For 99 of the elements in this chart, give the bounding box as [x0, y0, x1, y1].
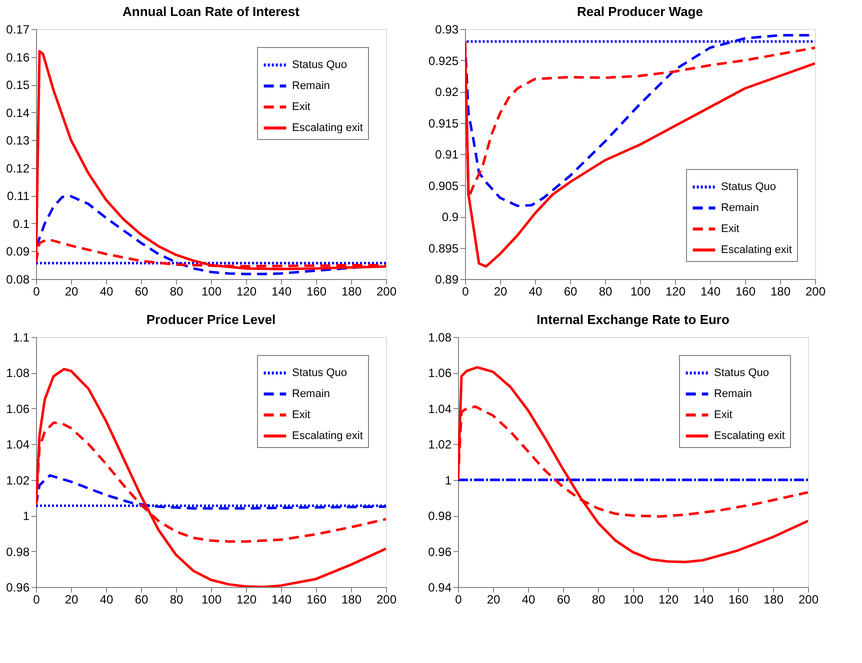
x-tick-label: 80 [598, 284, 612, 298]
y-tick-label: 1.06 [428, 366, 452, 380]
y-tick-label: 0.89 [435, 272, 459, 286]
x-tick-label: 20 [64, 592, 78, 606]
x-tick-label: 60 [134, 284, 148, 298]
y-tick-label: 0.98 [6, 544, 30, 559]
y-tick-label: 0.98 [428, 509, 452, 524]
y-tick-label: 0.11 [7, 189, 30, 204]
legend-label: Exit [292, 409, 310, 421]
x-tick-label: 0 [33, 284, 40, 298]
x-tick-label: 0 [455, 592, 462, 606]
y-tick-label: 0.15 [6, 78, 30, 92]
x-tick-label: 100 [201, 592, 222, 606]
legend-label: Escalating exit [292, 122, 363, 134]
legend-label: Remain [714, 388, 752, 400]
y-tick-label: 0.14 [6, 106, 30, 120]
x-tick-label: 40 [100, 284, 114, 298]
y-tick-label: 0.9 [442, 210, 459, 224]
y-tick-label: 1.04 [6, 438, 30, 452]
x-tick-label: 120 [236, 592, 257, 606]
y-tick-label: 0.905 [428, 178, 459, 193]
chart-title: Internal Exchange Rate to Euro [536, 312, 730, 327]
x-tick-label: 200 [805, 284, 826, 298]
x-tick-label: 80 [170, 284, 184, 298]
y-tick-label: 0.92 [435, 85, 459, 99]
y-tick-label: 1.08 [6, 366, 30, 380]
x-tick-label: 40 [522, 592, 536, 606]
legend-label: Exit [714, 409, 732, 421]
x-tick-label: 60 [134, 592, 148, 606]
y-tick-label: 0.96 [6, 580, 30, 594]
x-tick-label: 100 [630, 284, 651, 298]
x-tick-label: 60 [564, 284, 578, 298]
y-tick-label: 0.925 [428, 54, 459, 68]
y-tick-label: 1.02 [6, 473, 30, 488]
legend-label: Remain [721, 202, 759, 214]
y-tick-label: 1.02 [428, 438, 452, 452]
y-tick-label: 0.17 [6, 22, 30, 36]
y-tick-label: 0.08 [6, 272, 30, 286]
x-tick-label: 200 [376, 284, 397, 298]
x-tick-label: 180 [770, 284, 791, 298]
y-tick-label: 0.09 [6, 244, 30, 259]
y-tick-label: 0.915 [428, 116, 459, 130]
legend-label: Exit [292, 101, 310, 113]
legend-label: Exit [721, 223, 740, 235]
y-tick-label: 1 [444, 473, 452, 488]
y-tick-label: 0.1 [12, 216, 30, 231]
x-tick-label: 0 [33, 592, 40, 606]
x-tick-label: 200 [798, 592, 819, 606]
x-tick-label: 180 [341, 592, 362, 606]
x-tick-label: 120 [658, 592, 679, 606]
x-tick-label: 180 [341, 284, 362, 298]
x-tick-label: 160 [306, 592, 327, 606]
x-tick-label: 80 [170, 592, 184, 606]
y-tick-label: 0.13 [6, 134, 30, 148]
legend-label: Remain [292, 80, 330, 92]
y-tick-label: 1.08 [428, 330, 452, 344]
legend-label: Status Quo [721, 181, 776, 193]
chart-title: Real Producer Wage [577, 4, 703, 19]
y-tick-label: 0.16 [6, 50, 30, 64]
x-tick-label: 60 [556, 592, 570, 606]
y-tick-label: 0.94 [428, 580, 452, 594]
legend-label: Escalating exit [721, 244, 792, 256]
y-tick-label: 1.04 [428, 402, 452, 416]
x-tick-label: 100 [201, 284, 222, 298]
y-tick-label: 0.895 [428, 241, 459, 256]
y-tick-label: 1 [22, 509, 30, 524]
y-tick-label: 1.06 [6, 402, 30, 416]
x-tick-label: 0 [462, 284, 470, 298]
x-tick-label: 140 [271, 284, 292, 298]
x-tick-label: 160 [306, 284, 327, 298]
legend-label: Status Quo [714, 367, 770, 379]
x-tick-label: 40 [100, 592, 114, 606]
chart-title: Annual Loan Rate of Interest [122, 4, 300, 19]
legend-label: Status Quo [292, 59, 348, 71]
x-tick-label: 180 [763, 592, 784, 606]
x-tick-label: 160 [728, 592, 749, 606]
legend-label: Status Quo [292, 367, 348, 379]
x-tick-label: 200 [376, 592, 397, 606]
x-tick-label: 20 [486, 592, 500, 606]
x-tick-label: 20 [64, 284, 78, 298]
y-tick-label: 0.93 [435, 22, 459, 36]
y-tick-label: 1.1 [12, 330, 30, 344]
x-tick-label: 40 [528, 284, 542, 298]
y-tick-label: 0.91 [435, 148, 459, 162]
x-tick-label: 80 [592, 592, 606, 606]
legend-label: Escalating exit [292, 430, 363, 442]
legend-label: Remain [292, 388, 330, 400]
y-tick-label: 0.96 [428, 544, 452, 559]
x-tick-label: 100 [623, 592, 644, 606]
y-tick-label: 0.12 [6, 161, 30, 176]
chart-title: Producer Price Level [146, 312, 276, 327]
x-tick-label: 20 [494, 284, 508, 298]
x-tick-label: 120 [665, 284, 686, 298]
x-tick-label: 140 [700, 284, 721, 298]
x-tick-label: 140 [693, 592, 714, 606]
x-tick-label: 160 [735, 284, 756, 298]
x-tick-label: 140 [271, 592, 292, 606]
legend-label: Escalating exit [714, 430, 785, 442]
x-tick-label: 120 [236, 284, 257, 298]
